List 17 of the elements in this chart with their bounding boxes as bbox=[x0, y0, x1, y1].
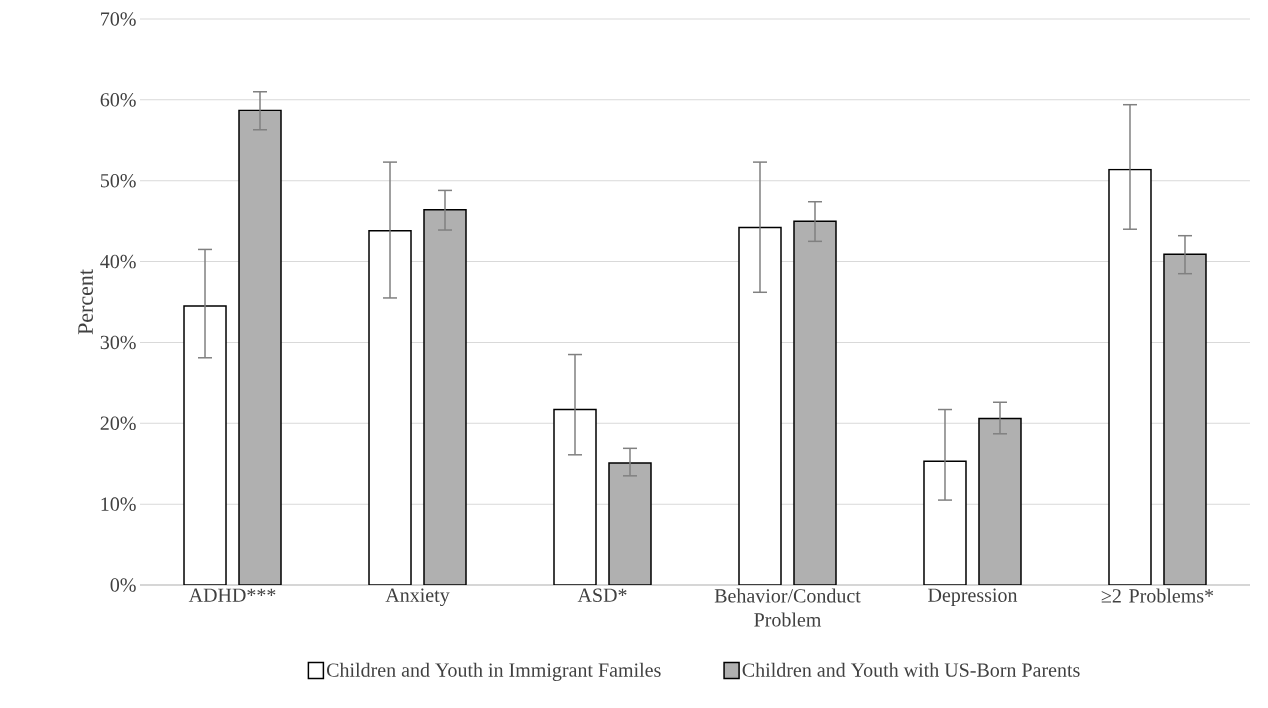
x-tick-label: Depression bbox=[928, 588, 1018, 607]
y-axis-title: Percent bbox=[78, 269, 93, 335]
x-tick-label: ≥2 Problems* bbox=[1101, 588, 1214, 603]
y-tick-label: 20% bbox=[100, 416, 136, 431]
y-tick-label: 40% bbox=[100, 254, 136, 269]
legend-label: Children and Youth with US-Born Parents bbox=[742, 662, 1080, 677]
legend-label: Children and Youth in Immigrant Familes bbox=[326, 662, 661, 681]
y-tick-label: 10% bbox=[101, 497, 136, 511]
y-tick-label: 50% bbox=[100, 173, 136, 188]
x-tick-label: Behavior/Conduct Problem bbox=[714, 588, 861, 627]
y-tick-label: 30% bbox=[100, 335, 136, 350]
y-tick-label: 70% bbox=[101, 12, 136, 26]
y-tick-label: 60% bbox=[100, 93, 136, 107]
y-tick-label: 0% bbox=[110, 578, 136, 592]
x-tick-label: Anxiety bbox=[385, 588, 450, 607]
x-tick-label: ADHD*** bbox=[188, 588, 276, 602]
x-tick-label: ASD* bbox=[577, 588, 627, 602]
